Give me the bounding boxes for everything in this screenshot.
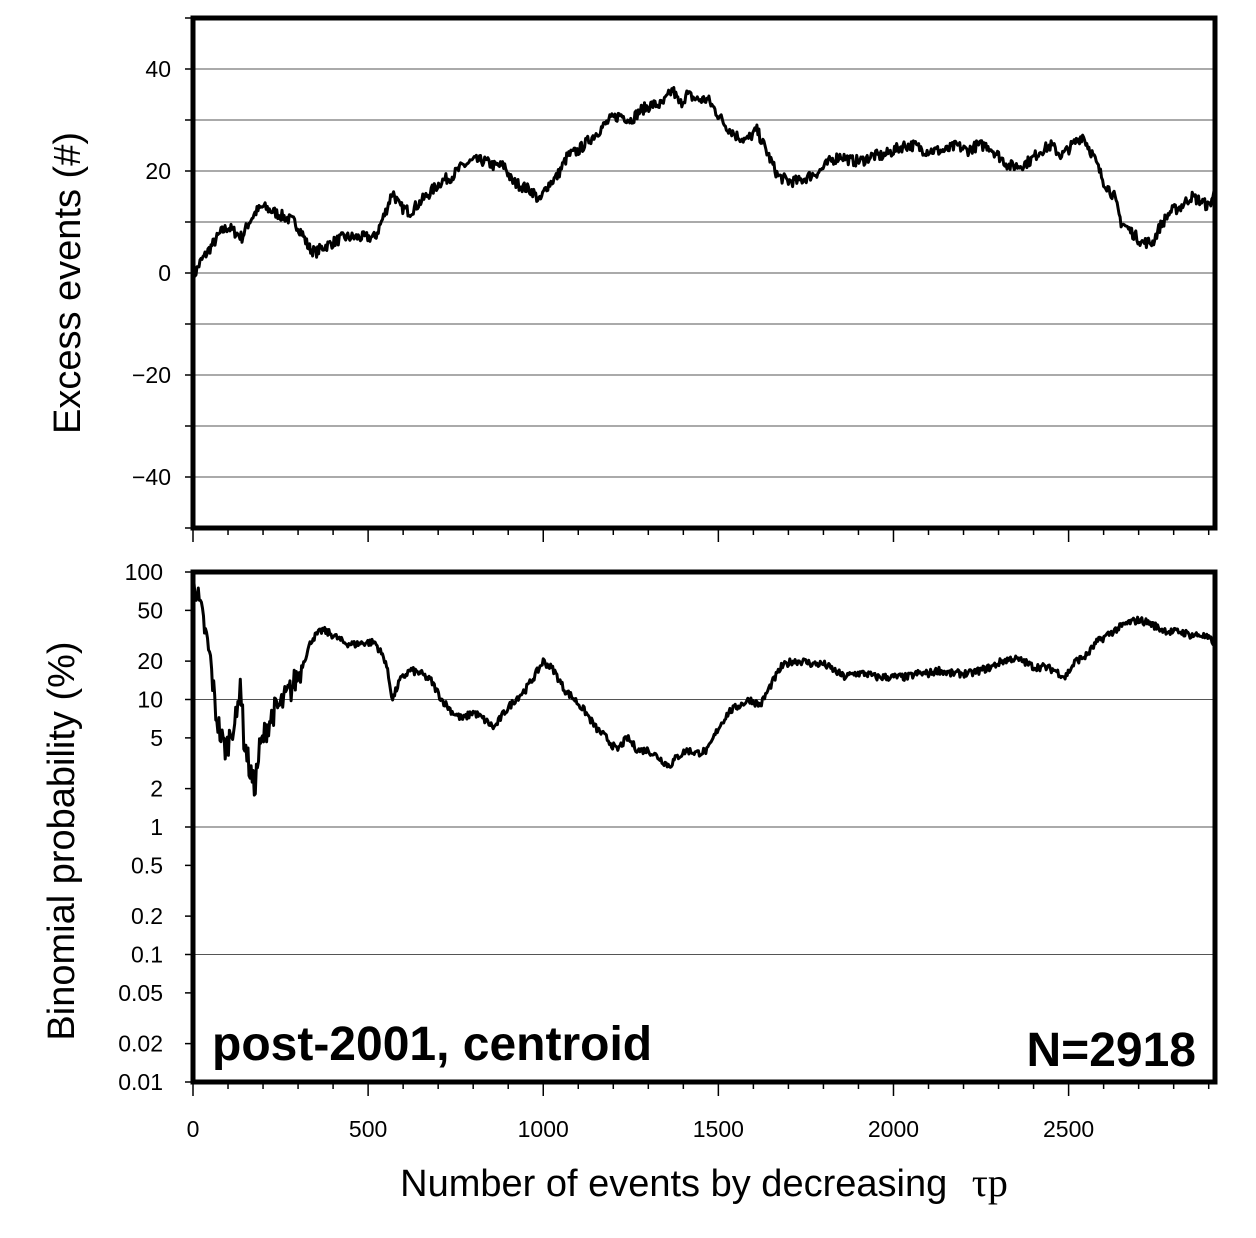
bottom-y-tick-label: 0.01 bbox=[118, 1069, 163, 1095]
bottom-y-axis-title: Binomial probability (%) bbox=[41, 641, 83, 1040]
bottom-plot-frame bbox=[190, 569, 1218, 1085]
bottom-y-tick-label: 10 bbox=[137, 687, 163, 713]
top-y-tick-label: −40 bbox=[132, 464, 171, 490]
x-tick-label: 2500 bbox=[1043, 1116, 1094, 1142]
x-tick-label: 1500 bbox=[693, 1116, 744, 1142]
top-y-tick-label: 20 bbox=[145, 158, 171, 184]
x-tick-label: 2000 bbox=[868, 1116, 919, 1142]
x-axis-title-symbol: τp bbox=[972, 1160, 1008, 1205]
top-y-tick-label: 40 bbox=[145, 56, 171, 82]
x-tick-label: 1000 bbox=[518, 1116, 569, 1142]
bottom-y-tick-label: 100 bbox=[125, 559, 163, 585]
sample-size-label: N=2918 bbox=[1027, 1024, 1196, 1077]
bottom-y-tick-label: 1 bbox=[150, 814, 163, 840]
bottom-y-tick-label: 0.2 bbox=[131, 903, 163, 929]
x-tick-labels: 0 500 1000 1500 2000 2500 bbox=[187, 1116, 1095, 1142]
top-y-tick-label: 0 bbox=[158, 260, 171, 286]
x-tick-label: 500 bbox=[349, 1116, 387, 1142]
bottom-y-tick-label: 0.1 bbox=[131, 942, 163, 968]
bottom-y-tick-label: 5 bbox=[150, 725, 163, 751]
bottom-y-tick-label: 0.02 bbox=[118, 1031, 163, 1057]
top-plot-frame bbox=[190, 15, 1218, 531]
top-y-tick-label: −20 bbox=[132, 362, 171, 388]
bottom-y-tick-label: 0.5 bbox=[131, 852, 163, 878]
bottom-gridlines bbox=[193, 571, 1215, 1083]
bottom-y-tick-label: 2 bbox=[150, 776, 163, 802]
top-gridlines bbox=[193, 68, 1215, 478]
top-y-axis-title: Excess events (#) bbox=[47, 132, 89, 434]
excess-events-line bbox=[191, 86, 1216, 284]
x-axis-title: Number of events by decreasing τp bbox=[400, 1160, 1008, 1205]
bottom-y-tick-label: 50 bbox=[137, 597, 163, 623]
binomial-probability-line bbox=[191, 571, 1217, 797]
bottom-y-tick-label: 20 bbox=[137, 648, 163, 674]
dataset-label: post-2001, centroid bbox=[212, 1018, 652, 1071]
top-y-tick-labels: −40 −20 0 20 40 bbox=[132, 56, 171, 490]
bottom-y-tick-label: 0.05 bbox=[118, 980, 163, 1006]
x-tick-label: 0 bbox=[187, 1116, 200, 1142]
x-axis-title-text: Number of events by decreasing bbox=[400, 1163, 947, 1205]
bottom-y-tick-labels: 0.01 0.02 0.05 0.1 0.2 0.5 1 2 5 10 20 50 100 bbox=[118, 559, 163, 1095]
